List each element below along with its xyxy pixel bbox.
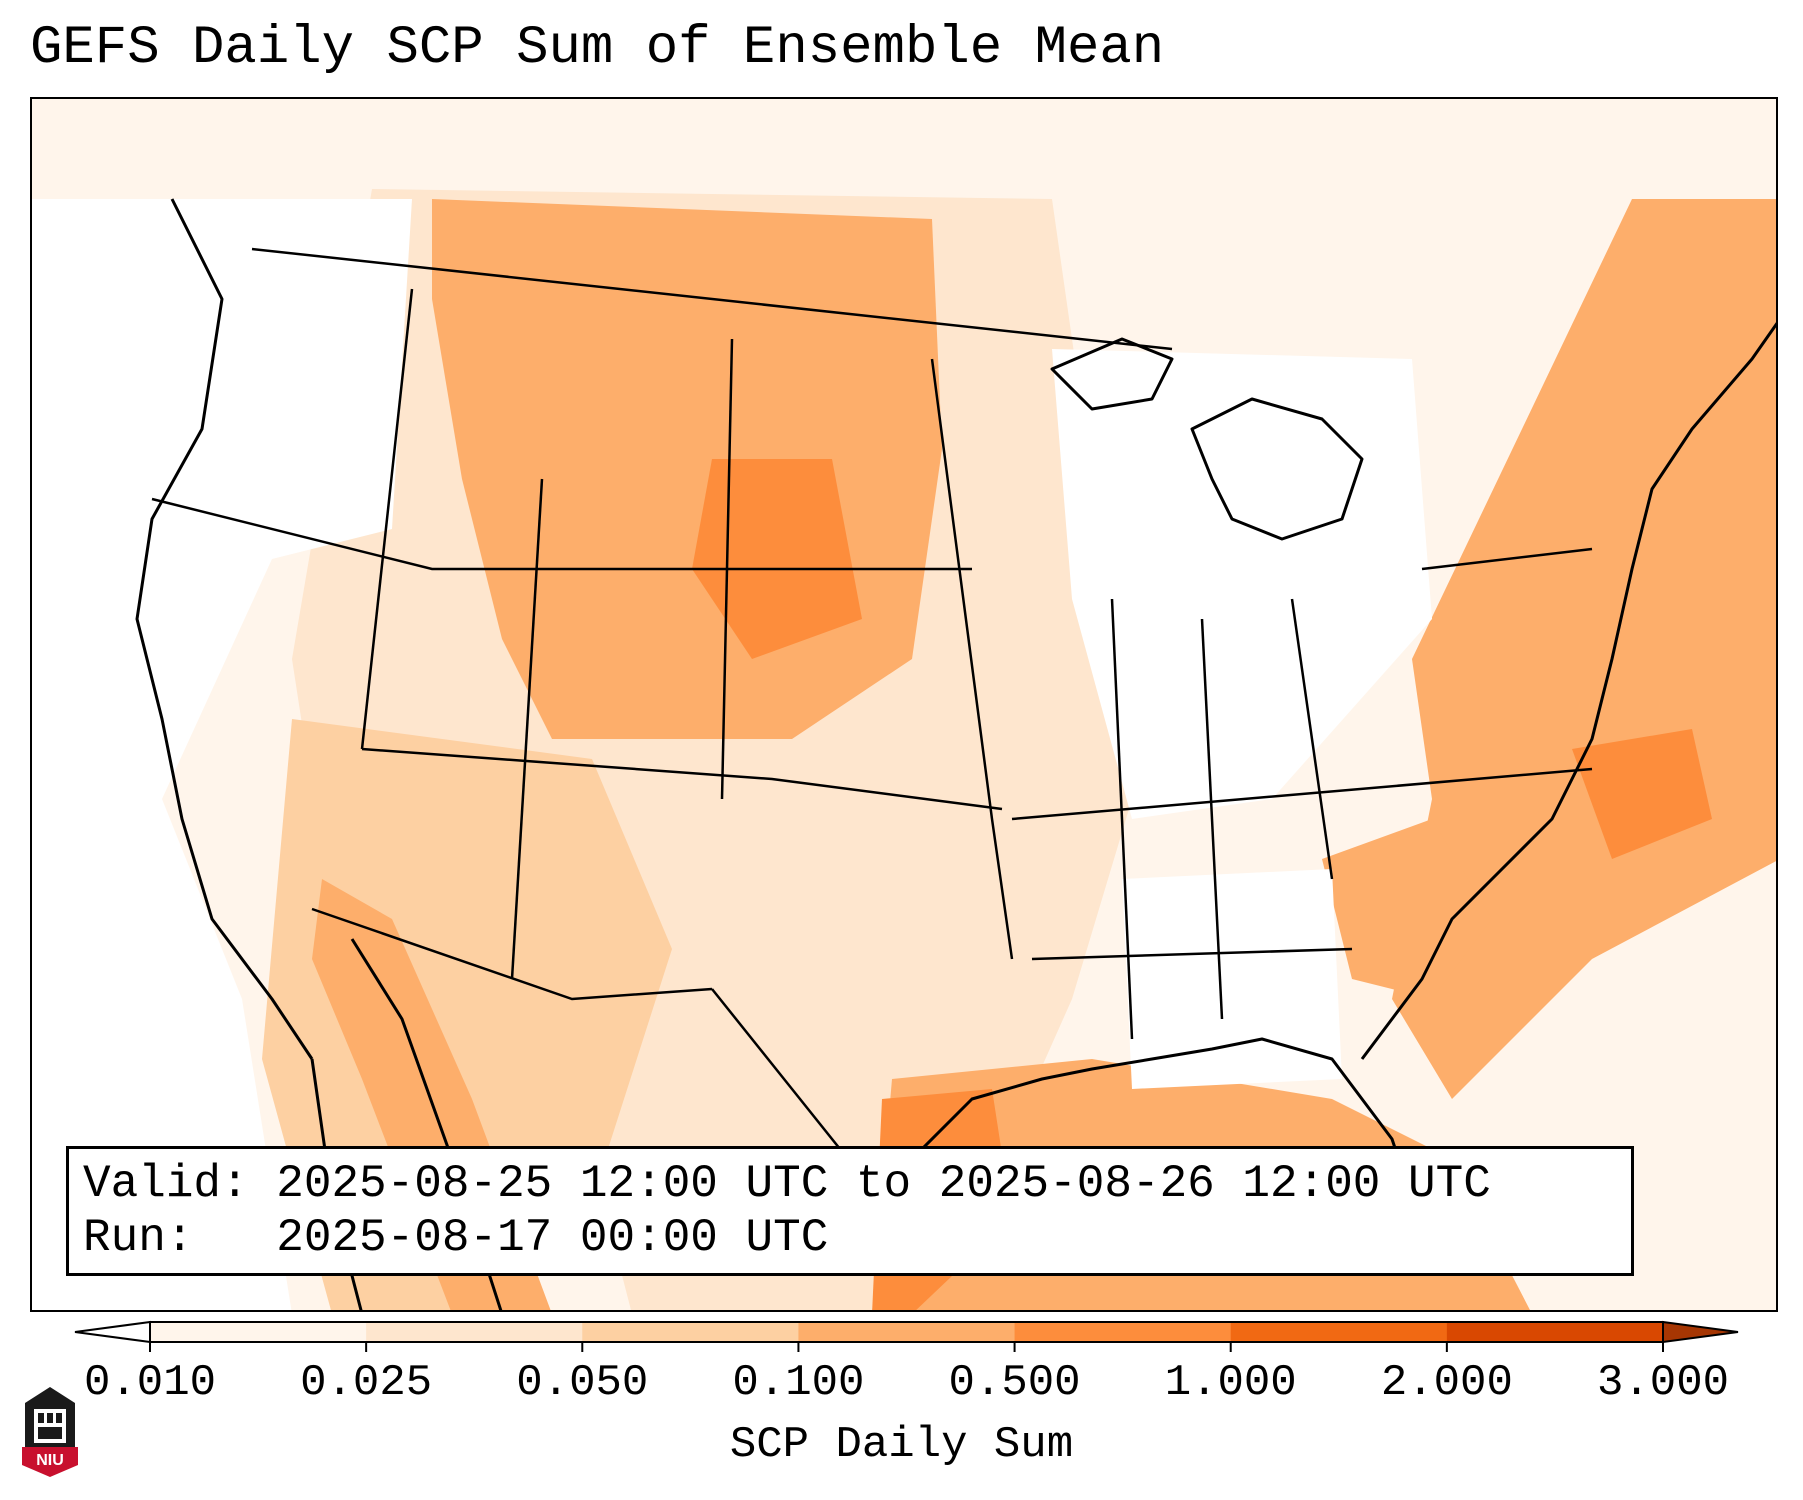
map-panel [30,97,1778,1312]
state-line-v7 [1290,598,1334,880]
colorbar-over-extension [1662,1320,1739,1344]
university-tower-icon: NIU [22,1387,78,1477]
atlantic-coastline [1360,322,1776,1060]
colorbar-tick-label: 0.010 [83,1358,217,1408]
gulf-coastline [890,1037,1414,1250]
colorbar-segment [582,1322,799,1342]
colorbar-segment [150,1322,367,1342]
state-line-2 [361,747,1003,811]
field-region-pacific-nw [32,199,412,799]
field-region-great-lakes [1052,349,1432,819]
colorbar-under-extension [74,1320,151,1344]
field-region-deep-south [1122,869,1342,1089]
colorbar-tick-label: 0.025 [300,1358,433,1408]
us-mexico-border-west [311,907,713,1001]
colorbar-segment [1446,1322,1664,1342]
pacific-coastline [135,198,314,1060]
colorbar-tick-label: 3.000 [1596,1358,1730,1408]
state-line-v3 [720,338,734,800]
field-region-atlantic [1392,199,1776,1099]
valid-time-text: Valid: 2025-08-25 12:00 UTC to 2025-08-2… [83,1158,1491,1210]
logo-text: NIU [36,1452,64,1469]
colorbar [74,1320,1739,1352]
scp-field-map [32,99,1776,1310]
colorbar-title: SCP Daily Sum [729,1420,1074,1470]
colorbar-tick-label: 0.500 [948,1358,1081,1408]
state-borders [151,247,1593,1230]
great-lakes-outline [1190,397,1364,541]
state-line-5 [1421,547,1593,571]
field-region-carolinas [1322,819,1492,999]
colorbar-tick-label: 0.100 [732,1358,865,1408]
colorbar-segment [798,1322,1016,1342]
state-line-v4 [930,358,1014,960]
colorbar-tick-label: 1.000 [1164,1358,1297,1408]
colorbar-segment [1014,1322,1232,1342]
state-line-4 [1031,947,1353,961]
state-line-v1 [360,288,414,750]
map-title: GEFS Daily SCP Sum of Ensemble Mean [30,18,1165,79]
field-region-nebraska-max [692,459,862,659]
colorbar-segment [366,1322,583,1342]
colorbar-tick-label: 0.050 [516,1358,649,1408]
colorbar-tick-label: 2.000 [1380,1358,1513,1408]
lake-superior-outline [1050,337,1174,411]
state-line-1 [151,497,972,571]
run-time-text: Run: 2025-08-17 00:00 UTC [83,1212,829,1264]
state-line-v5 [1110,598,1134,1040]
field-region-atlantic-max [1572,729,1712,859]
valid-run-info-box: Valid: 2025-08-25 12:00 UTC to 2025-08-2… [66,1146,1634,1276]
canada-border [251,247,1173,351]
state-line-v2 [510,478,544,980]
colorbar-segment [1230,1322,1448,1342]
state-line-3 [1011,767,1593,821]
colorbar-outline [149,1321,1664,1343]
